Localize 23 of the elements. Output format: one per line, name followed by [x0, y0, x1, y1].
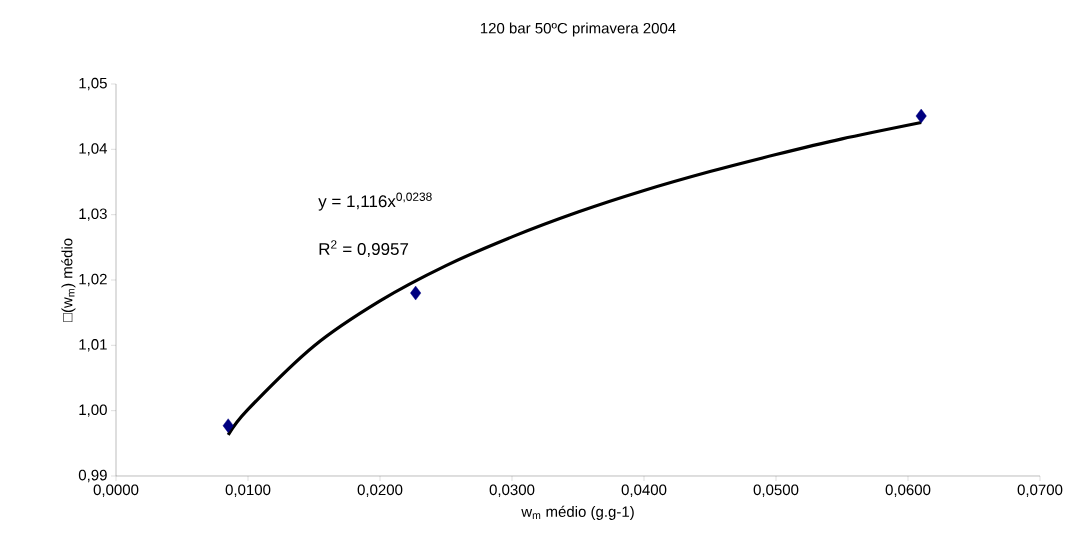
x-tick-label: 0,0400 — [621, 484, 667, 497]
y-tick-label: 0,99 — [78, 469, 107, 483]
y-tick-label: 1,00 — [79, 404, 107, 417]
x-axis-title: w$_{m}$ médio (g.g-1) — [521, 505, 634, 520]
x-tick-label: 0,0700 — [1017, 484, 1063, 497]
point — [915, 108, 927, 124]
y-tick-label: 1,03 — [79, 208, 107, 221]
annotation: y = 1,116x$^{0,0238}$ — [318, 192, 432, 211]
x-tick-label: 0,0200 — [357, 484, 403, 497]
x-tick-label: 0,0500 — [753, 484, 799, 497]
point — [222, 418, 234, 433]
y-tick-label: 1,02 — [79, 273, 107, 287]
x-tick-label: 0,0100 — [225, 484, 271, 497]
x-tick-label: 0,0000 — [93, 484, 139, 497]
x-tick-label: 0,0300 — [489, 484, 535, 497]
x-tick-label: 0,0600 — [885, 484, 931, 497]
y-axis-title: □(w$_{m}$) médio — [61, 238, 76, 323]
point — [410, 285, 422, 301]
y-tick-label: 1,01 — [79, 339, 107, 352]
y-tick-label: 1,04 — [79, 143, 108, 156]
chart-title: 120 bar 50ºC primavera 2004 — [480, 22, 676, 37]
annotation: R$^{2}$ = 0,9957 — [319, 240, 409, 258]
y-tick-label: 1,05 — [79, 77, 107, 91]
